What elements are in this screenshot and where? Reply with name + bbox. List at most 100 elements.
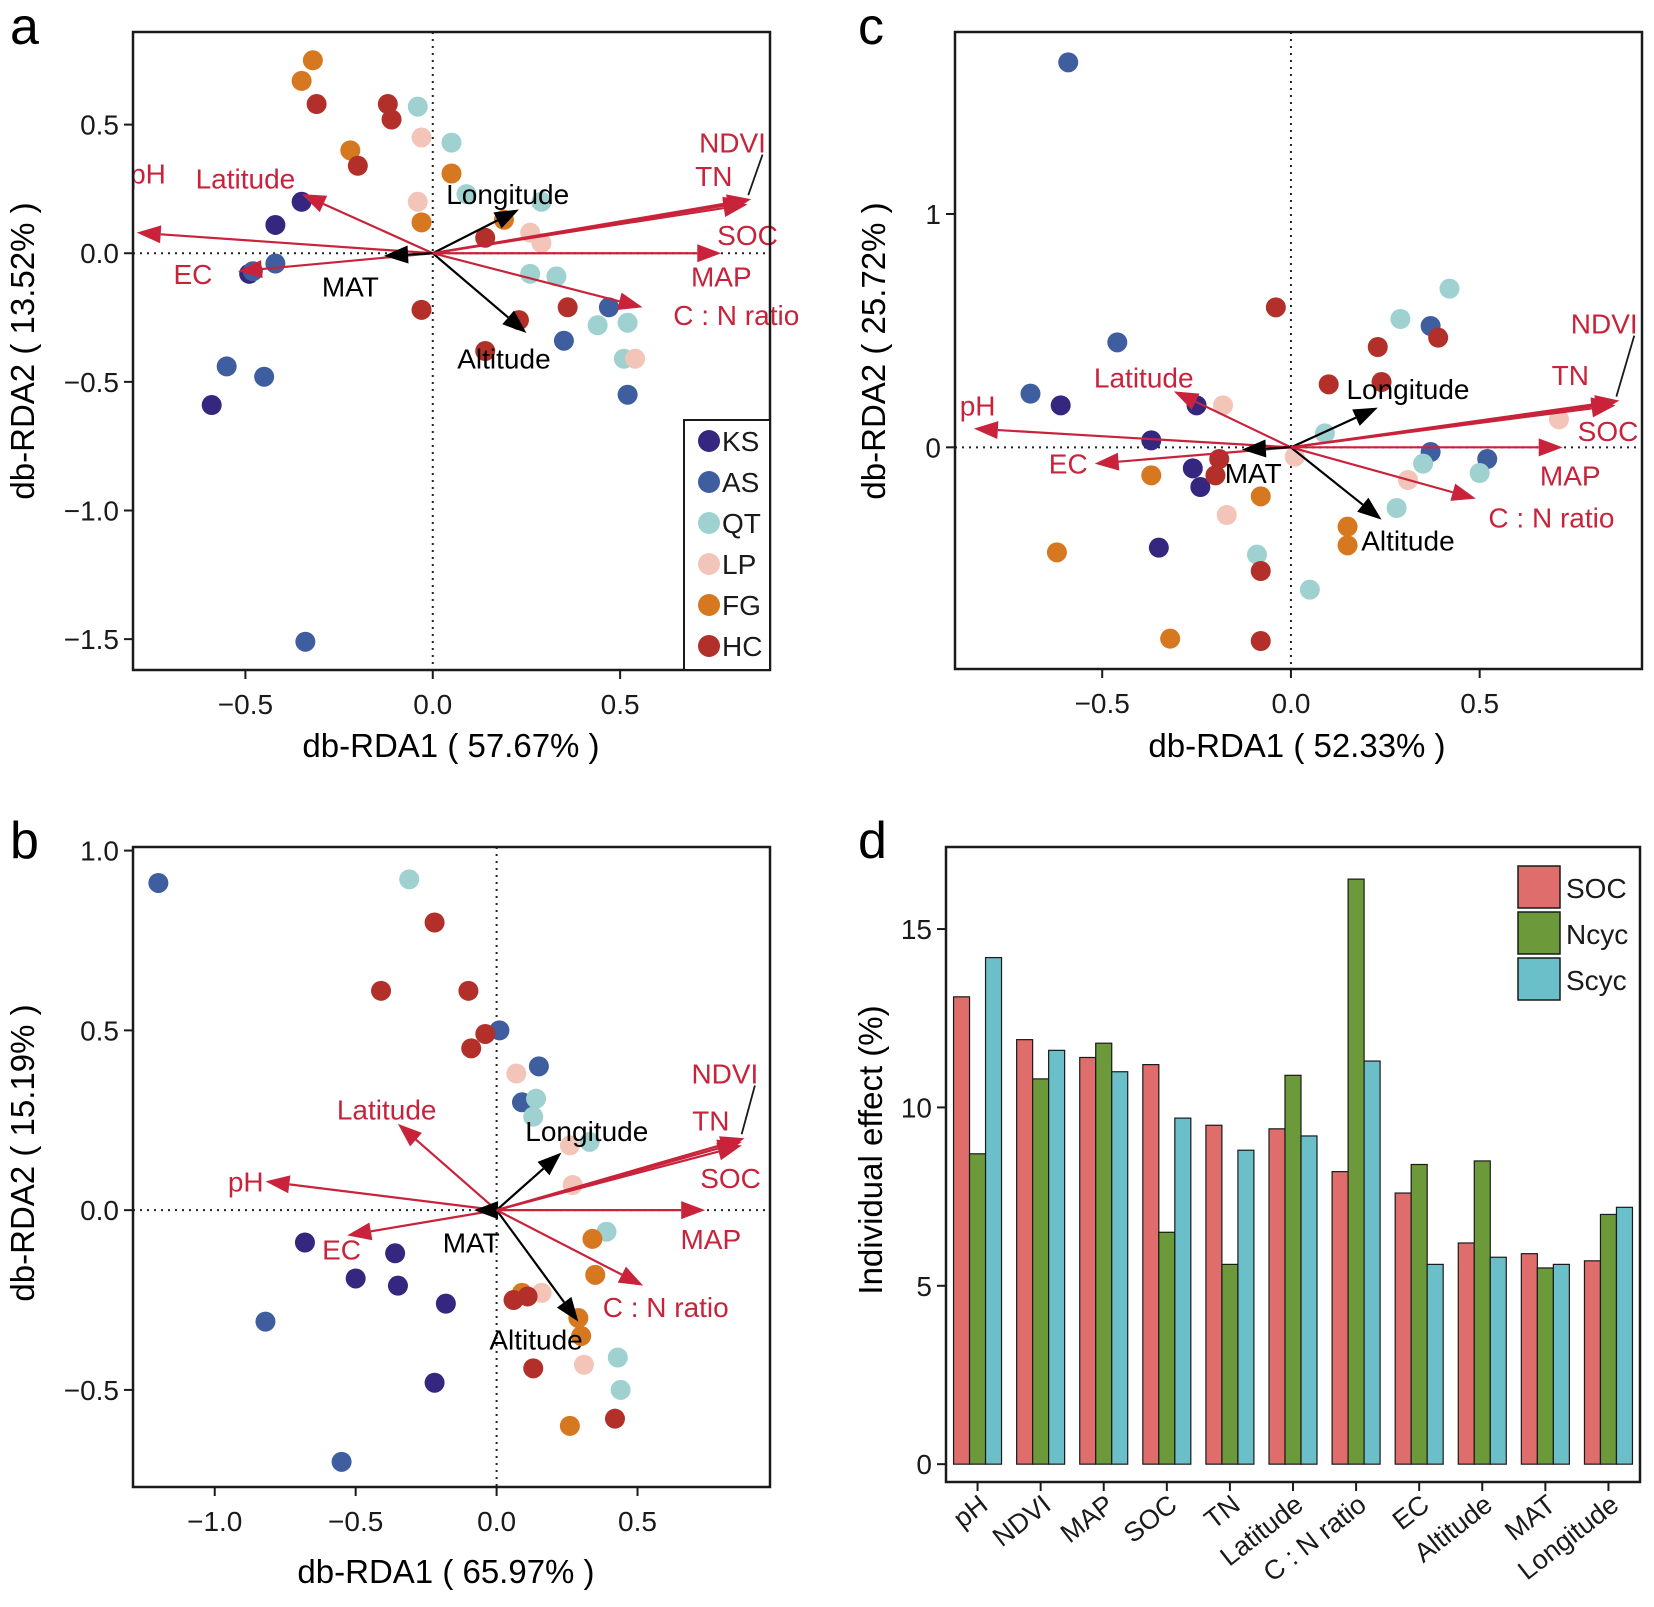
point-as xyxy=(617,384,638,405)
legend-label-lp: LP xyxy=(722,549,756,580)
x-tick-label: 0.0 xyxy=(477,1506,516,1537)
legend-marker-lp xyxy=(698,553,720,575)
vector-head-latitude xyxy=(301,194,328,213)
point-ks xyxy=(1190,477,1211,497)
x-tick-label: −0.5 xyxy=(328,1506,383,1537)
vector-label-longitude: Longitude xyxy=(1346,374,1469,405)
vector-label-ndvi: NDVI xyxy=(699,128,766,159)
legend-marker-ks xyxy=(698,430,720,452)
vector-ph xyxy=(160,233,433,255)
point-hc xyxy=(557,297,578,318)
point-qt xyxy=(610,1379,631,1400)
point-ks xyxy=(1141,430,1162,451)
vector-label-soc: SOC xyxy=(700,1163,761,1194)
vector-label-ec: EC xyxy=(322,1235,361,1266)
vector-label-soc: SOC xyxy=(1578,416,1639,447)
bar-scyc xyxy=(1174,1117,1192,1465)
point-ks xyxy=(1148,537,1169,558)
x-tick-label: TN xyxy=(1199,1489,1246,1535)
point-fg xyxy=(1160,628,1181,649)
vector-head-map xyxy=(697,244,722,263)
point-qt xyxy=(1299,579,1320,600)
point-hc xyxy=(1250,631,1271,651)
vector-label-mat: MAT xyxy=(322,272,379,303)
bar-ncyc xyxy=(1347,878,1365,1465)
y-tick-label: 0.0 xyxy=(80,238,119,269)
vector-label-c-n-ratio: C : N ratio xyxy=(1488,502,1614,533)
vector-label-c-n-ratio: C : N ratio xyxy=(603,1292,729,1323)
legend-marker-as xyxy=(698,471,720,493)
vector-label-c-n-ratio: C : N ratio xyxy=(673,300,799,331)
point-as xyxy=(528,1056,549,1077)
point-hc xyxy=(1250,561,1271,581)
point-qt xyxy=(1314,423,1335,444)
point-ks xyxy=(387,1275,408,1296)
bar-soc xyxy=(1079,1056,1097,1465)
point-as xyxy=(255,1311,276,1332)
bar-scyc xyxy=(1489,1256,1507,1465)
point-hc xyxy=(306,94,327,115)
point-as xyxy=(1058,52,1079,73)
vector-head-mat xyxy=(1241,439,1267,458)
vector-ph xyxy=(997,428,1292,449)
point-fg xyxy=(441,163,462,184)
legend-label-hc: HC xyxy=(722,631,762,662)
y-tick-label: 1 xyxy=(925,199,941,230)
panel-a-ylabel: db-RDA2 ( 13.52% ) xyxy=(4,202,41,499)
vector-head-map xyxy=(1538,438,1563,457)
bar-ncyc xyxy=(1095,1042,1113,1465)
point-hc xyxy=(461,1038,482,1059)
panel-b-frame xyxy=(131,845,772,1489)
vector-mat xyxy=(1265,446,1292,450)
y-tick-label: 5 xyxy=(916,1271,932,1302)
vector-c-n-ratio xyxy=(1290,446,1454,494)
panel-a-legend: KS AS QT LP FG HC xyxy=(683,419,771,671)
point-as xyxy=(598,297,619,318)
legend-marker-fg xyxy=(698,594,720,616)
point-lp xyxy=(573,1354,594,1375)
point-as xyxy=(331,1451,352,1472)
panel-c: c −0.5 0.0 0.5 1 0 pH Latitude EC MAT Longitude… xyxy=(855,0,1644,764)
point-qt xyxy=(523,1106,544,1127)
bar-soc xyxy=(1142,1064,1160,1465)
vector-head-c-n-ratio xyxy=(617,292,643,310)
vector-head-soc xyxy=(1590,399,1616,418)
vector-soc xyxy=(496,1150,719,1212)
panel-d-letter: d xyxy=(858,812,887,870)
x-tick-label: pH xyxy=(948,1489,994,1534)
point-hc xyxy=(411,299,432,320)
vector-head-mat xyxy=(384,245,409,264)
legend-swatch-ncyc xyxy=(1517,911,1561,955)
panel-b-xlabel: db-RDA1 ( 65.97% ) xyxy=(297,1553,594,1590)
legend-swatch-scyc xyxy=(1517,957,1561,1001)
point-hc xyxy=(475,341,496,361)
x-tick-label: −1.0 xyxy=(187,1506,242,1537)
legend-label-scyc: Scyc xyxy=(1566,965,1627,996)
y-tick-label: −1.0 xyxy=(64,496,119,527)
vector-head-latitude xyxy=(1173,391,1200,410)
x-tick-label: 0.0 xyxy=(1271,688,1310,719)
leader-line-ndvi xyxy=(740,1085,756,1135)
bar-ncyc xyxy=(1473,1160,1491,1465)
vector-head-c-n-ratio xyxy=(1450,483,1476,501)
vector-label-latitude: Latitude xyxy=(337,1094,437,1125)
point-qt xyxy=(526,1088,547,1109)
point-hc xyxy=(1265,297,1286,318)
point-qt xyxy=(579,1131,600,1152)
vector-label-tn: TN xyxy=(695,161,732,192)
point-as xyxy=(295,631,316,652)
vector-label-longitude: Longitude xyxy=(525,1116,648,1147)
y-tick-label: 0 xyxy=(925,432,941,463)
panel-c-frame xyxy=(953,30,1644,671)
panel-c-letter: c xyxy=(858,0,884,56)
point-qt xyxy=(1386,498,1407,518)
panel-d-frame xyxy=(944,845,1642,1484)
point-qt xyxy=(587,315,608,336)
point-qt xyxy=(441,132,462,153)
panel-c-xlabel: db-RDA1 ( 52.33% ) xyxy=(1148,727,1445,764)
point-as xyxy=(148,872,169,893)
vector-head-ph xyxy=(265,1175,291,1194)
vector-altitude xyxy=(432,252,509,319)
point-lp xyxy=(407,191,428,212)
